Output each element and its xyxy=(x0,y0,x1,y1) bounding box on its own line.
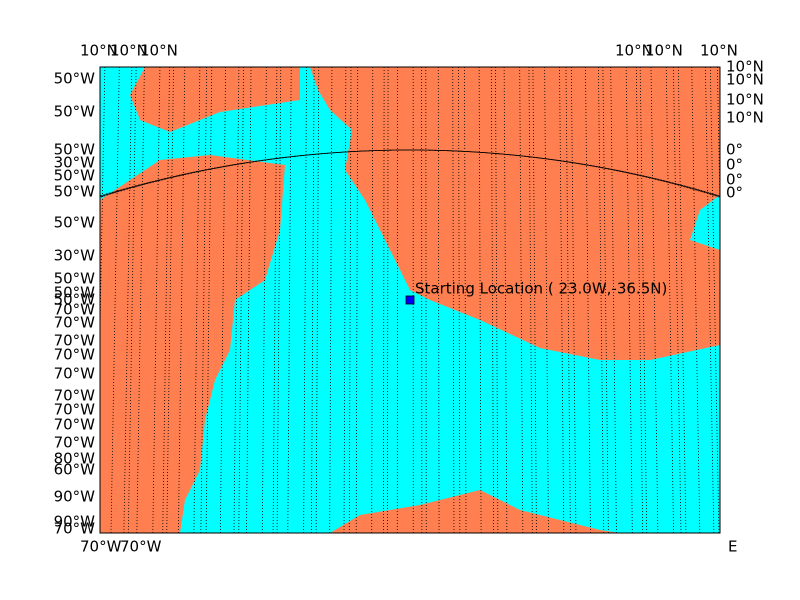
right-label: 0° xyxy=(726,184,743,202)
right-label: 10°N xyxy=(726,58,764,76)
right-label: 0° xyxy=(726,141,743,159)
lat-label: 50°W xyxy=(54,214,96,232)
lat-label: 70°W xyxy=(54,314,96,332)
lat-label: 70°W xyxy=(54,301,96,319)
lat-label: 50°W xyxy=(54,270,96,288)
lat-label: 70°W xyxy=(54,365,96,383)
annotation: Starting Location ( 23.0W,-36.5N) xyxy=(415,280,667,298)
labels: 50°W50°W50°W30°W50°W50°W50°W30°W50°W50°W… xyxy=(54,42,764,556)
lat-label: 70°W xyxy=(54,434,96,452)
meridian xyxy=(1,37,13,540)
right-label: 10°N xyxy=(726,109,764,127)
lat-label: 70°W xyxy=(54,401,96,419)
right-label: 10°N xyxy=(726,71,764,89)
land xyxy=(310,67,720,360)
top-label: 10°N xyxy=(80,42,118,60)
start-marker xyxy=(405,295,415,305)
lat-label: 50°W xyxy=(54,183,96,201)
meridian xyxy=(772,37,783,540)
graticule xyxy=(1,37,797,540)
lat-label: 70°W xyxy=(54,387,96,405)
lat-label: 50°W xyxy=(54,141,96,159)
lat-label: 50°W xyxy=(54,103,96,121)
top-label: 10°N xyxy=(110,42,148,60)
top-label: 10°N xyxy=(700,42,738,60)
land xyxy=(330,490,620,533)
meridian xyxy=(43,37,54,540)
lat-label: 70°W xyxy=(54,520,96,538)
meridian xyxy=(27,37,38,540)
bottom-label: 70°W xyxy=(120,538,162,556)
lat-label: 70°W xyxy=(54,416,96,434)
map-frame xyxy=(99,66,721,534)
top-label: 10°N xyxy=(645,42,683,60)
top-label: 10°N xyxy=(140,42,178,60)
right-label: 0° xyxy=(726,171,743,189)
map-area xyxy=(1,37,797,540)
lat-label: 70°W xyxy=(54,332,96,350)
meridian xyxy=(785,37,797,540)
lat-label: 50°W xyxy=(54,284,96,302)
lat-label: 50°W xyxy=(54,291,96,309)
meridian xyxy=(780,37,791,540)
bottom-label: 70°W xyxy=(80,538,122,556)
bottom-label: E xyxy=(728,538,737,556)
lat-label: 60°W xyxy=(54,461,96,479)
lat-label: 30°W xyxy=(54,154,96,172)
lat-label: 80°W xyxy=(54,450,96,468)
lat-label: 70°W xyxy=(54,346,96,364)
lat-label: 90°W xyxy=(54,488,96,506)
land xyxy=(100,155,285,533)
meridian xyxy=(14,37,26,540)
right-label: 0° xyxy=(726,156,743,174)
top-label: 10°N xyxy=(615,42,653,60)
lat-label: 50°W xyxy=(54,70,96,88)
right-label: 10°N xyxy=(726,91,764,109)
parallel xyxy=(100,149,720,197)
lat-label: 50°W xyxy=(54,167,96,185)
lat-label: 30°W xyxy=(54,247,96,265)
lat-label: 90°W xyxy=(54,513,96,531)
meridian xyxy=(18,37,30,540)
